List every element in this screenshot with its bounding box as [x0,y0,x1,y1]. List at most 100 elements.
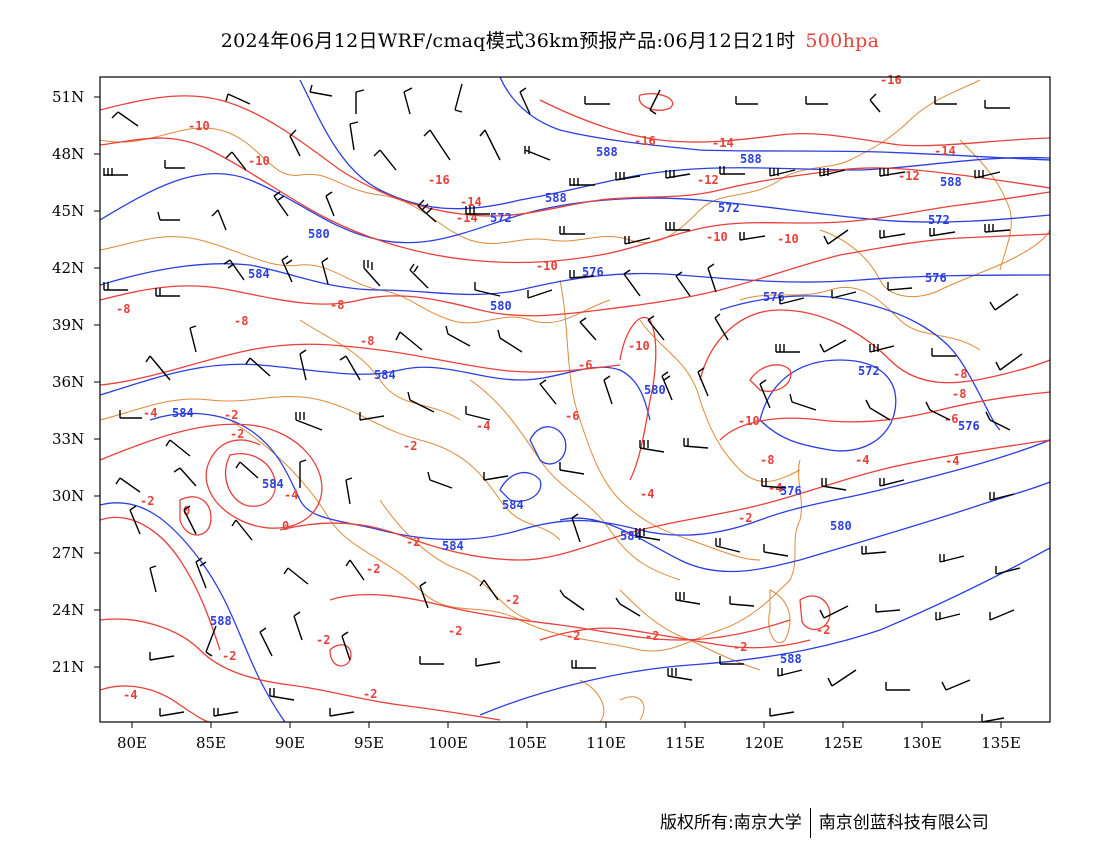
border-line [768,589,791,643]
wind-barb [235,461,259,479]
wind-barb [984,100,1010,109]
temp-label: -4 [640,487,654,501]
temp-label: -8 [116,302,130,316]
wind-barb [245,357,271,377]
wind-barb [427,471,453,489]
wind-barb [273,191,289,217]
footer-divider [809,808,811,838]
temp-labels: -10 -16 -14 -10 -14 -16 -12 -12 -14 -16 … [116,73,967,702]
wind-barb [129,505,141,535]
wind-barb [363,260,381,287]
wind-barb [939,554,965,563]
wind-barb [474,282,501,297]
wind-barb [205,625,217,657]
wind-barb [527,289,553,299]
temp-contour [100,95,1050,217]
temp-label: -10 [777,232,799,246]
wind-barb [739,232,766,241]
temp-contour [619,316,657,481]
wind-barb [714,313,729,341]
wind-barb [454,83,463,113]
height-contour [479,547,1050,716]
height-label: 576 [958,419,980,433]
wind-barb [281,255,293,283]
wind-barb [995,353,1023,371]
lon-label: 115E [665,734,705,752]
lon-label: 120E [744,734,784,752]
temp-contour [279,439,1050,561]
lon-label: 135E [981,734,1021,752]
wind-barb [483,472,509,481]
height-contour [759,359,897,452]
wind-barb [299,349,307,381]
wind-barb [929,228,956,237]
wind-barb [395,331,423,351]
wind-barb [155,288,180,297]
lat-label: 36N [52,373,84,391]
temp-label: -2 [222,649,236,663]
wind-barb [935,612,961,621]
wind-barb [309,84,333,97]
wind-barb [479,129,501,161]
temp-label: 0 [282,519,289,533]
temp-contour [100,137,1050,264]
temp-label: -4 [855,453,869,467]
temp-label: -8 [360,334,374,348]
height-label: 580 [830,519,852,533]
wind-barb [289,129,301,157]
wind-barb [697,367,709,397]
temp-label: 0 [183,504,190,518]
lat-label: 45N [52,202,84,220]
temp-label: -2 [733,640,747,654]
wind-barb [667,668,693,681]
height-label: 588 [545,191,567,205]
temp-label: -10 [628,339,650,353]
border-line [819,229,1050,298]
wind-barb [223,259,245,281]
wind-barb [789,393,817,411]
height-label: 584 [172,406,194,420]
wind-barb [707,263,717,293]
height-contour [719,295,1001,431]
temp-label: -4 [123,688,137,702]
wind-barb [777,668,803,677]
temp-contour [225,453,276,507]
height-label: 580 [644,383,666,397]
wind-barb [879,168,906,177]
height-contour [100,263,1050,296]
wind-barb [885,682,910,691]
wind-barb [615,172,641,181]
lat-label: 42N [52,259,84,277]
wind-barb [195,557,207,589]
wind-barb [225,93,251,105]
height-label: 584 [442,539,464,553]
wind-barb [819,168,846,177]
wind-barb [409,263,429,289]
wind-barb [879,230,906,239]
wind-barb [299,459,307,488]
temp-contour [719,391,1050,441]
wind-barb [559,589,585,611]
temp-label: -12 [898,169,920,183]
temp-label: -10 [738,414,760,428]
wind-barb [675,592,701,605]
lat-label: 51N [52,88,84,106]
wind-barb [985,411,1011,431]
wind-barb [819,605,849,619]
wind-barb [719,656,744,665]
temp-contour [100,343,621,386]
temp-label: -2 [366,562,380,576]
temp-label: -8 [234,314,248,328]
wind-barb [355,89,365,114]
lat-label: 27N [52,544,84,562]
height-label: 584 [502,498,524,512]
wind-barb [931,348,956,357]
height-label: 576 [582,265,604,279]
height-contour [100,363,651,421]
height-label: 580 [308,227,330,241]
wind-barb [419,656,444,665]
wind-barb [111,111,139,127]
temp-contour [100,618,501,721]
wind-barb [763,544,789,557]
temp-contour [100,423,323,529]
